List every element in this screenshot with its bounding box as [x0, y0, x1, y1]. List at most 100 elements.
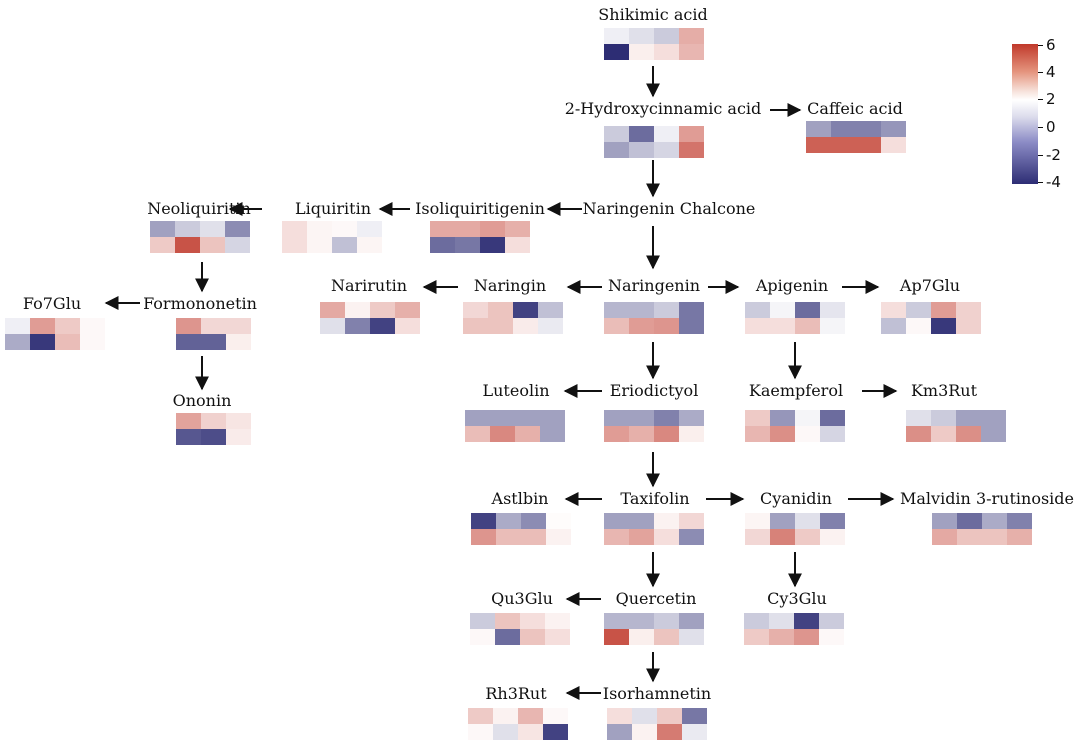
heatmap-cell [545, 629, 570, 645]
heatmap-cell [430, 237, 455, 253]
heatmap-cell [488, 302, 513, 318]
heatmap-cell [320, 302, 345, 318]
heatmap-cell [819, 629, 844, 645]
heatmap-cell [151, 413, 176, 429]
heatmap-cell [604, 44, 629, 60]
heatmap-cell [657, 724, 682, 740]
heatmap-cell [806, 137, 831, 153]
heatmap-cell [856, 137, 881, 153]
compound-label-naringenin: Naringenin [607, 276, 701, 295]
heatmap-cell [55, 318, 80, 334]
heatmap-cell [831, 137, 856, 153]
heatmap-cell [201, 334, 226, 350]
heatmap-cell [493, 708, 518, 724]
heatmap-cell [820, 426, 845, 442]
heatmap-cell [332, 221, 357, 237]
heatmap-cell [320, 318, 345, 334]
heatmap-cell [682, 708, 707, 724]
heatmap-cell [657, 708, 682, 724]
heatmap-cell [931, 302, 956, 318]
heatmap-cell [470, 629, 495, 645]
compound-label-isorhamnetin: Isorhamnetin [602, 684, 712, 703]
heatmap-cell [604, 513, 629, 529]
heatmap-cell [370, 302, 395, 318]
scale-tick-label: -4 [1046, 173, 1061, 191]
heatmap-isoliquiritigenin [430, 221, 530, 253]
compound-label-qu3glu: Qu3Glu [491, 589, 553, 608]
heatmap-cell [521, 529, 546, 545]
heatmap-cyanidin [745, 513, 845, 545]
heatmap-cell [493, 724, 518, 740]
heatmap-cell [629, 513, 654, 529]
heatmap-cell [538, 318, 563, 334]
heatmap-cell [5, 334, 30, 350]
heatmap-cell [604, 410, 629, 426]
heatmap-formononetin [151, 318, 251, 350]
heatmap-cell [629, 426, 654, 442]
heatmap-cell [831, 121, 856, 137]
scale-tickmark [1038, 127, 1043, 128]
heatmap-cell [80, 318, 105, 334]
heatmap-cell [679, 28, 704, 44]
compound-label-luteolin: Luteolin [482, 381, 550, 400]
heatmap-cell [770, 426, 795, 442]
heatmap-cell [682, 724, 707, 740]
heatmap-cell [679, 126, 704, 142]
heatmap-malvidin [932, 513, 1032, 545]
heatmap-cell [744, 629, 769, 645]
heatmap-cell [518, 724, 543, 740]
compound-label-kaempferol: Kaempferol [748, 381, 844, 400]
heatmap-cell [770, 318, 795, 334]
heatmap-cell [604, 126, 629, 142]
heatmap-cell [654, 44, 679, 60]
compound-label-liquiritin: Liquiritin [294, 199, 372, 218]
heatmap-cell [679, 410, 704, 426]
heatmap-cell [225, 221, 250, 237]
heatmap-cell [654, 126, 679, 142]
scale-tickmark [1038, 155, 1043, 156]
heatmap-cell [906, 426, 931, 442]
heatmap-cell [520, 629, 545, 645]
heatmap-cell [931, 410, 956, 426]
heatmap-cell [515, 410, 540, 426]
heatmap-cell [607, 724, 632, 740]
heatmap-cell [654, 613, 679, 629]
heatmap-cell [654, 426, 679, 442]
heatmap-cell [201, 318, 226, 334]
heatmap-liquiritin [282, 221, 382, 253]
heatmap-cell [357, 237, 382, 253]
heatmap-cell [629, 44, 654, 60]
heatmap-cell [513, 302, 538, 318]
compound-label-cyanidin: Cyanidin [760, 489, 832, 508]
compound-label-astlbin: Astlbin [491, 489, 549, 508]
heatmap-cell [176, 429, 201, 445]
heatmap-cell [490, 410, 515, 426]
heatmap-cell [956, 302, 981, 318]
scale-tickmark [1038, 182, 1043, 183]
heatmap-cell [881, 318, 906, 334]
heatmap-cell [795, 529, 820, 545]
heatmap-cell [957, 513, 982, 529]
heatmap-cell [794, 613, 819, 629]
heatmap-cell [521, 513, 546, 529]
heatmap-cell [430, 221, 455, 237]
heatmap-cell [480, 237, 505, 253]
heatmap-cell [806, 121, 831, 137]
heatmap-cell [744, 613, 769, 629]
heatmap-cell [30, 334, 55, 350]
color-scale-bar [1012, 44, 1038, 184]
heatmap-cell [150, 221, 175, 237]
heatmap-cell [151, 429, 176, 445]
heatmap-cell [982, 513, 1007, 529]
heatmap-cell [150, 237, 175, 253]
heatmap-cell [906, 318, 931, 334]
heatmap-cell [520, 613, 545, 629]
heatmap-cell [465, 410, 490, 426]
heatmap-rh3rut [468, 708, 568, 740]
heatmap-cell [820, 529, 845, 545]
scale-tick-label: 4 [1046, 63, 1056, 81]
heatmap-cell [604, 302, 629, 318]
heatmap-cell [505, 221, 530, 237]
heatmap-cell [546, 529, 571, 545]
heatmap-cell [490, 426, 515, 442]
